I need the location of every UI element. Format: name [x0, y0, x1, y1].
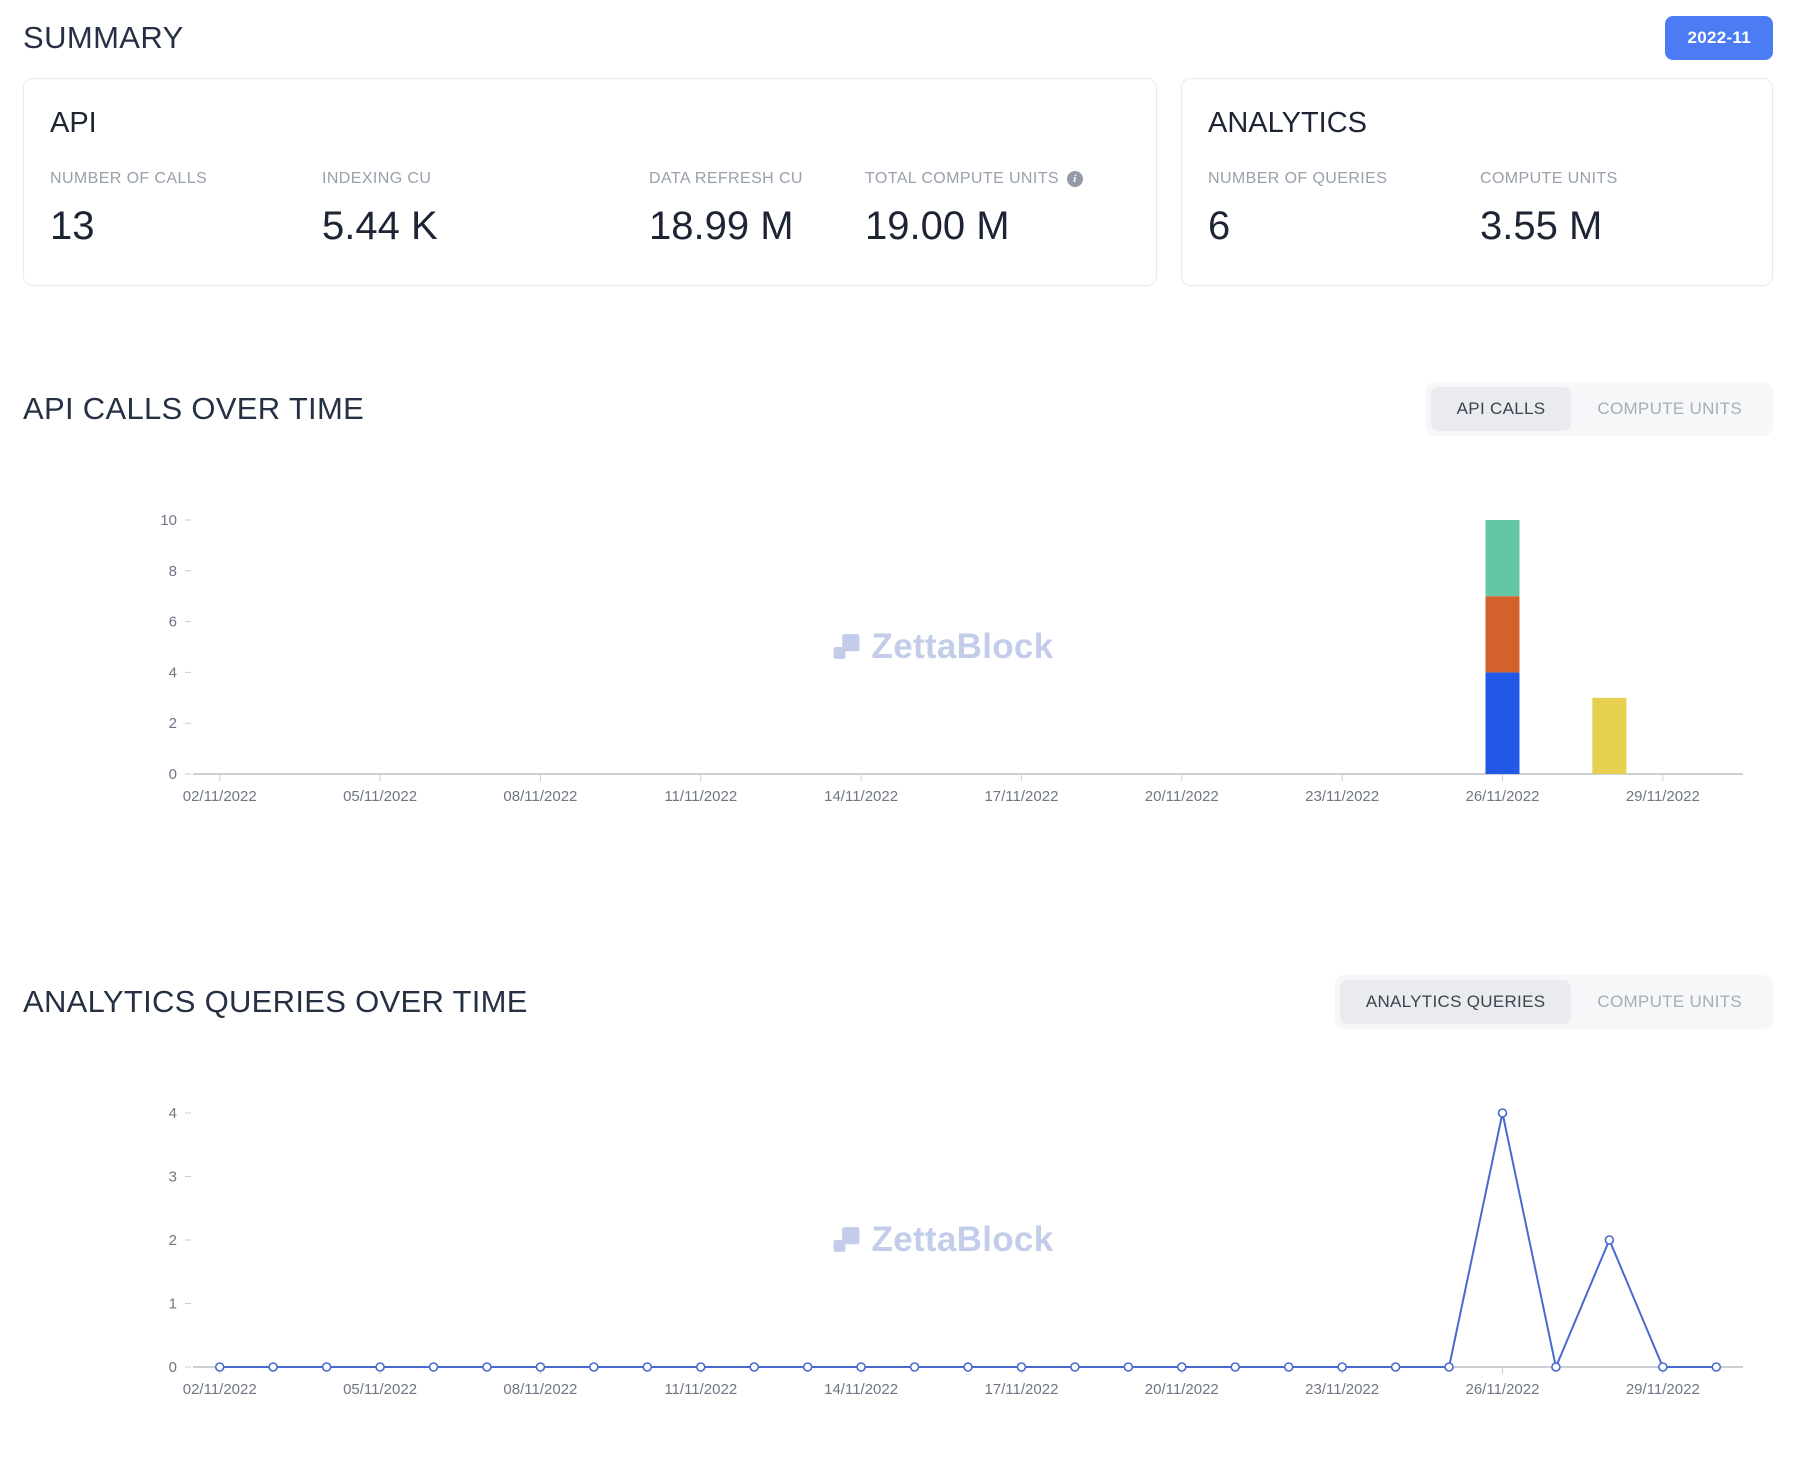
analytics-section-header: ANALYTICS QUERIES OVER TIME ANALYTICS QU… [23, 975, 1773, 1029]
svg-text:26/11/2022: 26/11/2022 [1465, 788, 1539, 805]
tab-analytics-queries[interactable]: ANALYTICS QUERIES [1339, 980, 1572, 1024]
api-chart-toggle: API CALLS COMPUTE UNITS [1425, 382, 1773, 436]
analytics-chart-toggle: ANALYTICS QUERIES COMPUTE UNITS [1334, 975, 1773, 1029]
svg-text:20/11/2022: 20/11/2022 [1145, 1381, 1219, 1398]
api-metrics: NUMBER OF CALLS 13 INDEXING CU 5.44 K DA… [50, 170, 1130, 249]
svg-text:02/11/2022: 02/11/2022 [183, 788, 257, 805]
api-card-title: API [50, 107, 97, 139]
svg-text:10: 10 [160, 512, 177, 529]
svg-text:11/11/2022: 11/11/2022 [664, 1381, 737, 1398]
page-title: SUMMARY [23, 20, 184, 55]
tab-api-calls[interactable]: API CALLS [1430, 387, 1572, 431]
api-summary-card: API NUMBER OF CALLS 13 INDEXING CU 5.44 … [23, 78, 1157, 286]
metric-value: 3.55 M [1480, 204, 1603, 248]
metric-number-of-calls: NUMBER OF CALLS 13 [50, 170, 322, 249]
page-header: SUMMARY 2022-11 [23, 16, 1773, 60]
svg-text:2: 2 [169, 1232, 177, 1249]
svg-text:2: 2 [169, 715, 177, 732]
summary-cards: API NUMBER OF CALLS 13 INDEXING CU 5.44 … [23, 78, 1773, 286]
svg-text:11/11/2022: 11/11/2022 [664, 788, 737, 805]
analytics-summary-card: ANALYTICS NUMBER OF QUERIES 6 COMPUTE UN… [1181, 78, 1773, 286]
api-section-header: API CALLS OVER TIME API CALLS COMPUTE UN… [23, 382, 1773, 436]
svg-text:23/11/2022: 23/11/2022 [1305, 788, 1379, 805]
analytics-queries-section: ANALYTICS QUERIES OVER TIME ANALYTICS QU… [23, 975, 1773, 1418]
svg-text:02/11/2022: 02/11/2022 [183, 1381, 257, 1398]
analytics-card-title: ANALYTICS [1208, 107, 1368, 139]
api-calls-bar-chart-svg[interactable]: 0 2 4 6 8 10 02/11/2022 05/11/2022 08/11/2022 11/… [23, 508, 1773, 820]
metric-label: NUMBER OF CALLS [50, 170, 208, 187]
tab-analytics-compute-units[interactable]: COMPUTE UNITS [1597, 992, 1742, 1011]
api-section-title: API CALLS OVER TIME [23, 391, 365, 426]
usage-dashboard: SUMMARY 2022-11 API NUMBER OF CALLS 13 I… [23, 16, 1773, 1418]
metric-value: 19.00 M [865, 204, 1010, 248]
svg-text:14/11/2022: 14/11/2022 [824, 788, 898, 805]
svg-text:08/11/2022: 08/11/2022 [503, 788, 577, 805]
svg-text:05/11/2022: 05/11/2022 [343, 1381, 417, 1398]
svg-text:1: 1 [169, 1296, 177, 1313]
metric-label: COMPUTE UNITS [1480, 170, 1618, 187]
analytics-section-title: ANALYTICS QUERIES OVER TIME [23, 984, 528, 1019]
info-icon[interactable]: i [1066, 171, 1083, 187]
analytics-metrics: NUMBER OF QUERIES 6 COMPUTE UNITS 3.55 M [1208, 170, 1746, 249]
metric-label: DATA REFRESH CU [649, 170, 803, 187]
metric-label: TOTAL COMPUTE UNITS [865, 170, 1059, 187]
metric-label: INDEXING CU [322, 170, 432, 187]
metric-label-row: TOTAL COMPUTE UNITS i [865, 170, 1083, 188]
metric-label: NUMBER OF QUERIES [1208, 170, 1388, 187]
svg-text:20/11/2022: 20/11/2022 [1145, 788, 1219, 805]
svg-text:29/11/2022: 29/11/2022 [1626, 788, 1700, 805]
metric-data-refresh-cu: DATA REFRESH CU 18.99 M [649, 170, 865, 249]
svg-text:17/11/2022: 17/11/2022 [984, 1381, 1058, 1398]
api-calls-section: API CALLS OVER TIME API CALLS COMPUTE UN… [23, 382, 1773, 825]
analytics-queries-chart: 0 1 2 3 4 02/11/2022 05/11/2022 08/11/2022 11/11… [23, 1101, 1773, 1418]
metric-value: 13 [50, 204, 95, 248]
metric-total-compute-units: TOTAL COMPUTE UNITS i 19.00 M [865, 170, 1083, 249]
svg-text:26/11/2022: 26/11/2022 [1465, 1381, 1539, 1398]
svg-text:3: 3 [169, 1169, 177, 1186]
tab-api-compute-units[interactable]: COMPUTE UNITS [1597, 399, 1742, 418]
svg-text:4: 4 [169, 1105, 177, 1122]
metric-value: 5.44 K [322, 204, 438, 248]
metric-analytics-compute-units: COMPUTE UNITS 3.55 M [1480, 170, 1618, 249]
metric-indexing-cu: INDEXING CU 5.44 K [322, 170, 649, 249]
svg-text:08/11/2022: 08/11/2022 [503, 1381, 577, 1398]
metric-value: 18.99 M [649, 204, 794, 248]
svg-text:05/11/2022: 05/11/2022 [343, 788, 417, 805]
svg-text:8: 8 [169, 563, 177, 580]
svg-text:29/11/2022: 29/11/2022 [1626, 1381, 1700, 1398]
svg-text:6: 6 [169, 614, 177, 631]
svg-text:0: 0 [169, 766, 177, 783]
metric-value: 6 [1208, 204, 1231, 248]
svg-text:4: 4 [169, 664, 177, 681]
metric-number-of-queries: NUMBER OF QUERIES 6 [1208, 170, 1480, 249]
api-calls-chart: 0 2 4 6 8 10 02/11/2022 05/11/2022 08/11/2022 11/… [23, 508, 1773, 825]
svg-text:0: 0 [169, 1359, 177, 1376]
svg-text:17/11/2022: 17/11/2022 [984, 788, 1058, 805]
analytics-queries-line-chart-svg[interactable]: 0 1 2 3 4 02/11/2022 05/11/2022 08/11/2022 11/11… [23, 1101, 1773, 1413]
svg-text:14/11/2022: 14/11/2022 [824, 1381, 898, 1398]
month-selector-button[interactable]: 2022-11 [1665, 16, 1773, 60]
svg-text:23/11/2022: 23/11/2022 [1305, 1381, 1379, 1398]
